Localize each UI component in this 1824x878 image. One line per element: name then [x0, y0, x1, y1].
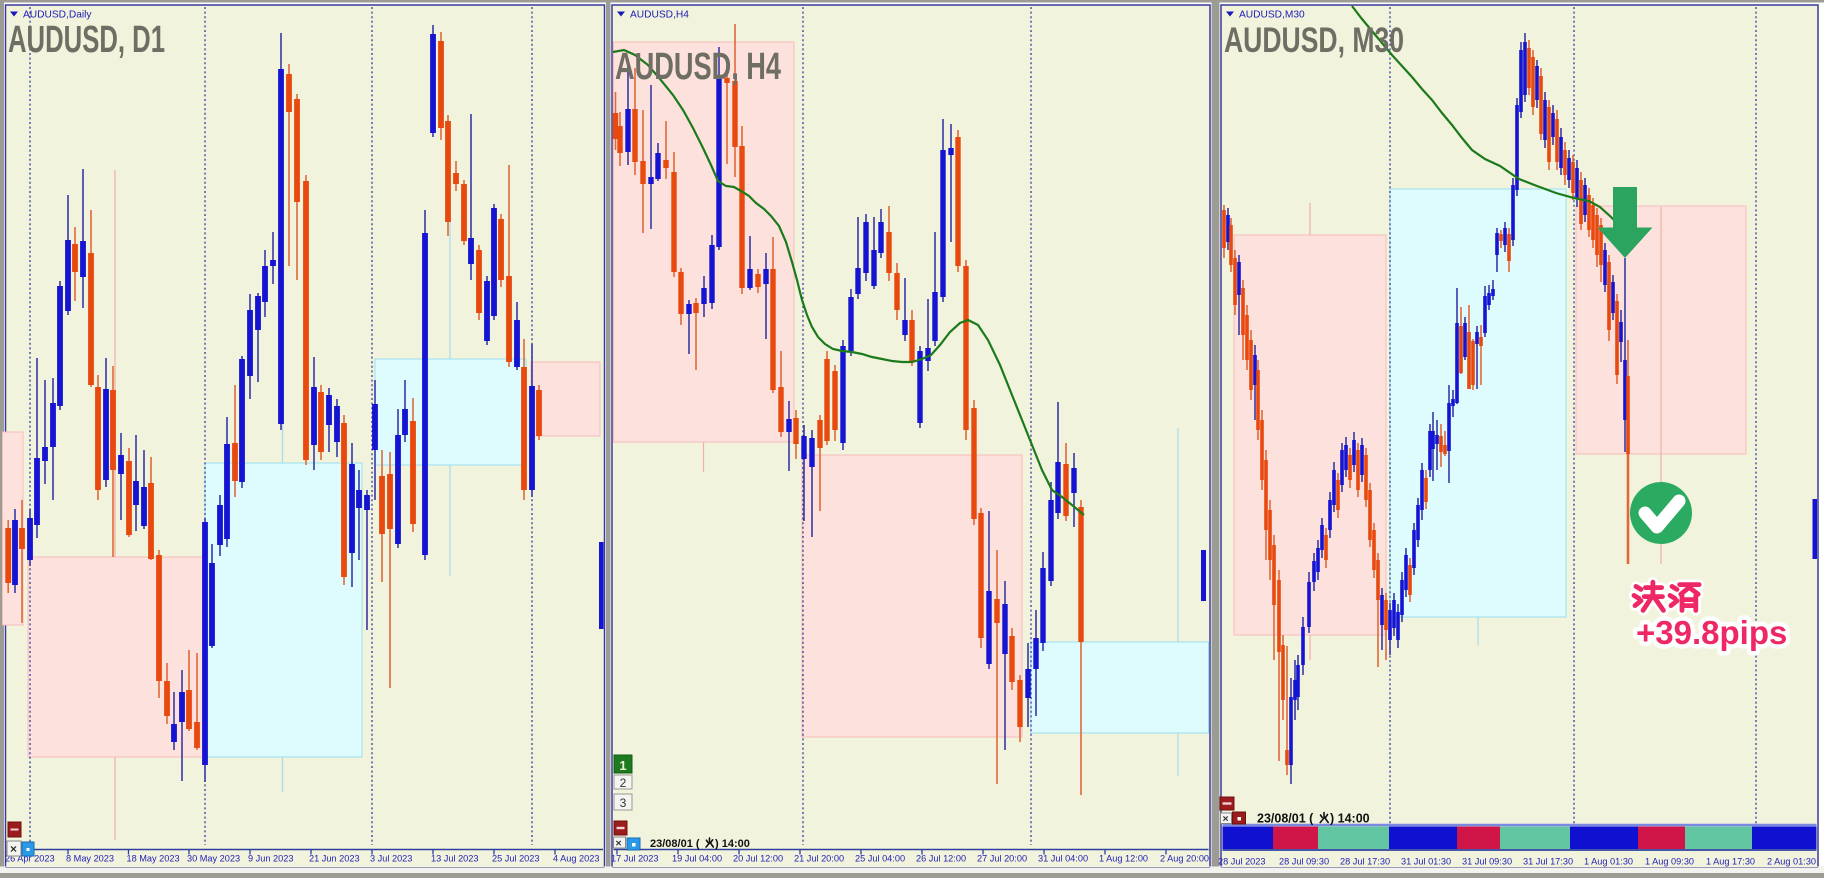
svg-text:28 Jul 09:30: 28 Jul 09:30: [1279, 857, 1329, 867]
svg-text:AUDUSD, M30: AUDUSD, M30: [1224, 21, 1404, 60]
svg-text:×: ×: [1223, 813, 1229, 825]
svg-text:4 Aug 2023: 4 Aug 2023: [553, 854, 600, 864]
svg-text:30 May 2023: 30 May 2023: [187, 854, 240, 864]
svg-text:+39.8pips: +39.8pips: [1636, 614, 1787, 651]
svg-text:31 Jul 09:30: 31 Jul 09:30: [1462, 857, 1512, 867]
svg-text:2 Aug 20:00: 2 Aug 20:00: [1160, 854, 1209, 864]
svg-text:×: ×: [10, 842, 17, 856]
svg-text:17 Jul 2023: 17 Jul 2023: [611, 854, 659, 864]
svg-text:AUDUSD,H4: AUDUSD,H4: [630, 10, 689, 21]
svg-text:25 Jul 04:00: 25 Jul 04:00: [855, 854, 905, 864]
svg-text:AUDUSD,M30: AUDUSD,M30: [1239, 10, 1305, 21]
svg-text:19 Jul 04:00: 19 Jul 04:00: [672, 854, 722, 864]
svg-text:9 Jun 2023: 9 Jun 2023: [248, 854, 293, 864]
svg-text:25 Jul 2023: 25 Jul 2023: [492, 854, 540, 864]
svg-text:31 Jul 17:30: 31 Jul 17:30: [1523, 857, 1573, 867]
svg-text:31 Jul 04:00: 31 Jul 04:00: [1038, 854, 1088, 864]
svg-text:3: 3: [620, 796, 627, 810]
svg-text:3 Jul 2023: 3 Jul 2023: [370, 854, 412, 864]
svg-text:2 Aug 01:30: 2 Aug 01:30: [1767, 857, 1816, 867]
svg-text:2: 2: [620, 776, 627, 790]
svg-text:1 Aug 01:30: 1 Aug 01:30: [1584, 857, 1633, 867]
svg-text:1: 1: [619, 758, 626, 773]
svg-text:1 Aug 09:30: 1 Aug 09:30: [1645, 857, 1694, 867]
svg-text:1 Aug 17:30: 1 Aug 17:30: [1706, 857, 1755, 867]
svg-text:AUDUSD, D1: AUDUSD, D1: [8, 19, 165, 61]
svg-text:23/08/01 (: 23/08/01 (: [650, 838, 700, 850]
svg-text:28 Jul 17:30: 28 Jul 17:30: [1340, 857, 1390, 867]
svg-text:20 Jul 12:00: 20 Jul 12:00: [733, 854, 783, 864]
svg-text:28 Jul 2023: 28 Jul 2023: [1218, 857, 1266, 867]
svg-text:) 14:00: ) 14:00: [1330, 812, 1370, 826]
svg-text:13 Jul 2023: 13 Jul 2023: [431, 854, 479, 864]
svg-text:21 Jun 2023: 21 Jun 2023: [309, 854, 360, 864]
svg-text:×: ×: [616, 838, 622, 850]
svg-text:AUDUSD, H4: AUDUSD, H4: [615, 46, 781, 88]
svg-text:8 May 2023: 8 May 2023: [66, 854, 114, 864]
svg-text:1 Aug 12:00: 1 Aug 12:00: [1099, 854, 1148, 864]
svg-text:) 14:00: ) 14:00: [715, 838, 750, 850]
svg-text:26 Jul 12:00: 26 Jul 12:00: [916, 854, 966, 864]
svg-text:18 May 2023: 18 May 2023: [127, 854, 180, 864]
svg-text:23/08/01 (: 23/08/01 (: [1257, 812, 1314, 826]
svg-text:31 Jul 01:30: 31 Jul 01:30: [1401, 857, 1451, 867]
svg-text:27 Jul 20:00: 27 Jul 20:00: [977, 854, 1027, 864]
svg-text:21 Jul 20:00: 21 Jul 20:00: [794, 854, 844, 864]
